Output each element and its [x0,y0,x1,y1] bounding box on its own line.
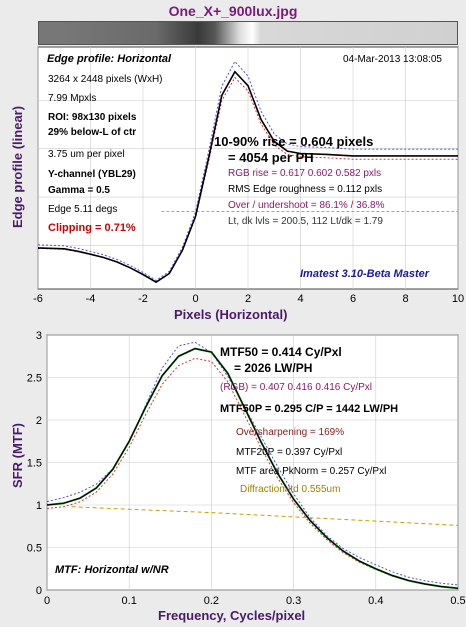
mtf50-lwph: = 2026 LW/PH [234,361,313,375]
rgb-mtf50: (RGB) = 0.407 0.416 0.416 Cy/Pxl [220,382,373,393]
timestamp: 04-Mar-2013 13:08:05 [343,54,442,65]
bottom-mtf-line [46,347,459,589]
top-x-tick: 10 [452,293,464,305]
megapixels: 7.99 Mpxls [48,93,97,104]
bottom-y-axis-label: SFR (MTF) [10,423,25,488]
bottom-x-tick: 0.2 [204,595,219,607]
rms-roughness: RMS Edge roughness = 0.112 pxls [228,184,383,195]
bottom-x-tick: 0 [44,595,50,607]
gamma: Gamma = 0.5 [48,185,110,196]
top-x-tick: 0 [192,293,198,305]
mtf50p: MTF50P = 0.295 C/P = 1442 LW/PH [220,403,399,415]
bottom-y-tick: 0 [36,585,42,597]
mtf20p: MTF20P = 0.397 Cy/Pxl [236,447,343,458]
imatest-version: Imatest 3.10-Beta Master [300,268,430,280]
rise-per-ph: = 4054 per PH [228,150,314,165]
bottom-y-tick: 0.5 [27,543,42,555]
bottom-y-tick: 2 [36,415,42,427]
rise-distance: 10-90% rise = 0.604 pixels [214,134,374,149]
bottom-x-tick: 0.4 [368,595,383,607]
top-blue-channel [37,60,458,282]
top-panel-title: Edge profile: Horizontal [47,53,172,65]
over-undershoot: Over / undershoot = 86.1% / 36.8% [228,200,385,211]
bottom-y-tick: 3 [36,330,42,342]
bottom-y-tick: 1.5 [27,458,42,470]
bottom-x-tick: 0.3 [286,595,301,607]
top-edge-profile-line [37,70,458,284]
bottom-panel-title: MTF: Horizontal w/NR [55,564,169,576]
bottom-y-tick: 2.5 [27,373,42,385]
channel: Y-channel (YBL29) [48,169,136,180]
diffraction-label: Diffraction-ltd 0.555um [240,484,341,495]
top-x-tick: 6 [350,293,356,305]
top-x-tick: 4 [297,293,303,305]
top-x-axis-label: Pixels (Horizontal) [174,307,288,322]
edge-angle: Edge 5.11 degs [48,204,118,215]
oversharpening: Oversharpening = 169% [236,427,345,438]
image-size: 3264 x 2448 pixels (WxH) [48,74,163,85]
mtf50: MTF50 = 0.414 Cy/Pxl [220,345,342,359]
top-x-tick: -2 [138,293,148,305]
top-x-tick: -6 [33,293,43,305]
top-y-axis-label: Edge profile (linear) [10,105,25,228]
rgb-rise: RGB rise = 0.617 0.602 0.582 pxls [228,168,382,179]
roi-location: 29% below-L of ctr [48,127,137,138]
top-x-tick: 8 [402,293,408,305]
clipping: Clipping = 0.71% [48,222,136,234]
mtf-area-pknorm: MTF area PkNorm = 0.257 Cy/Pxl [236,466,387,477]
diffraction-line [71,506,459,526]
edge-image-strip [38,21,458,45]
bottom-y-tick: 1 [36,500,42,512]
roi-size: ROI: 98x130 pixels [48,112,137,123]
um-per-pixel: 3.75 um per pixel [48,149,125,160]
bottom-x-axis-label: Frequency, Cycles/pixel [158,608,306,623]
bottom-x-tick: 0.5 [450,595,465,607]
window-title: One_X+_900lux.jpg [168,3,298,19]
bottom-x-tick: 0.1 [122,595,137,607]
top-x-tick: 2 [245,293,251,305]
light-dark-levels: Lt, dk lvls = 200.5, 112 Lt/dk = 1.79 [228,216,383,227]
top-x-tick: -4 [86,293,96,305]
